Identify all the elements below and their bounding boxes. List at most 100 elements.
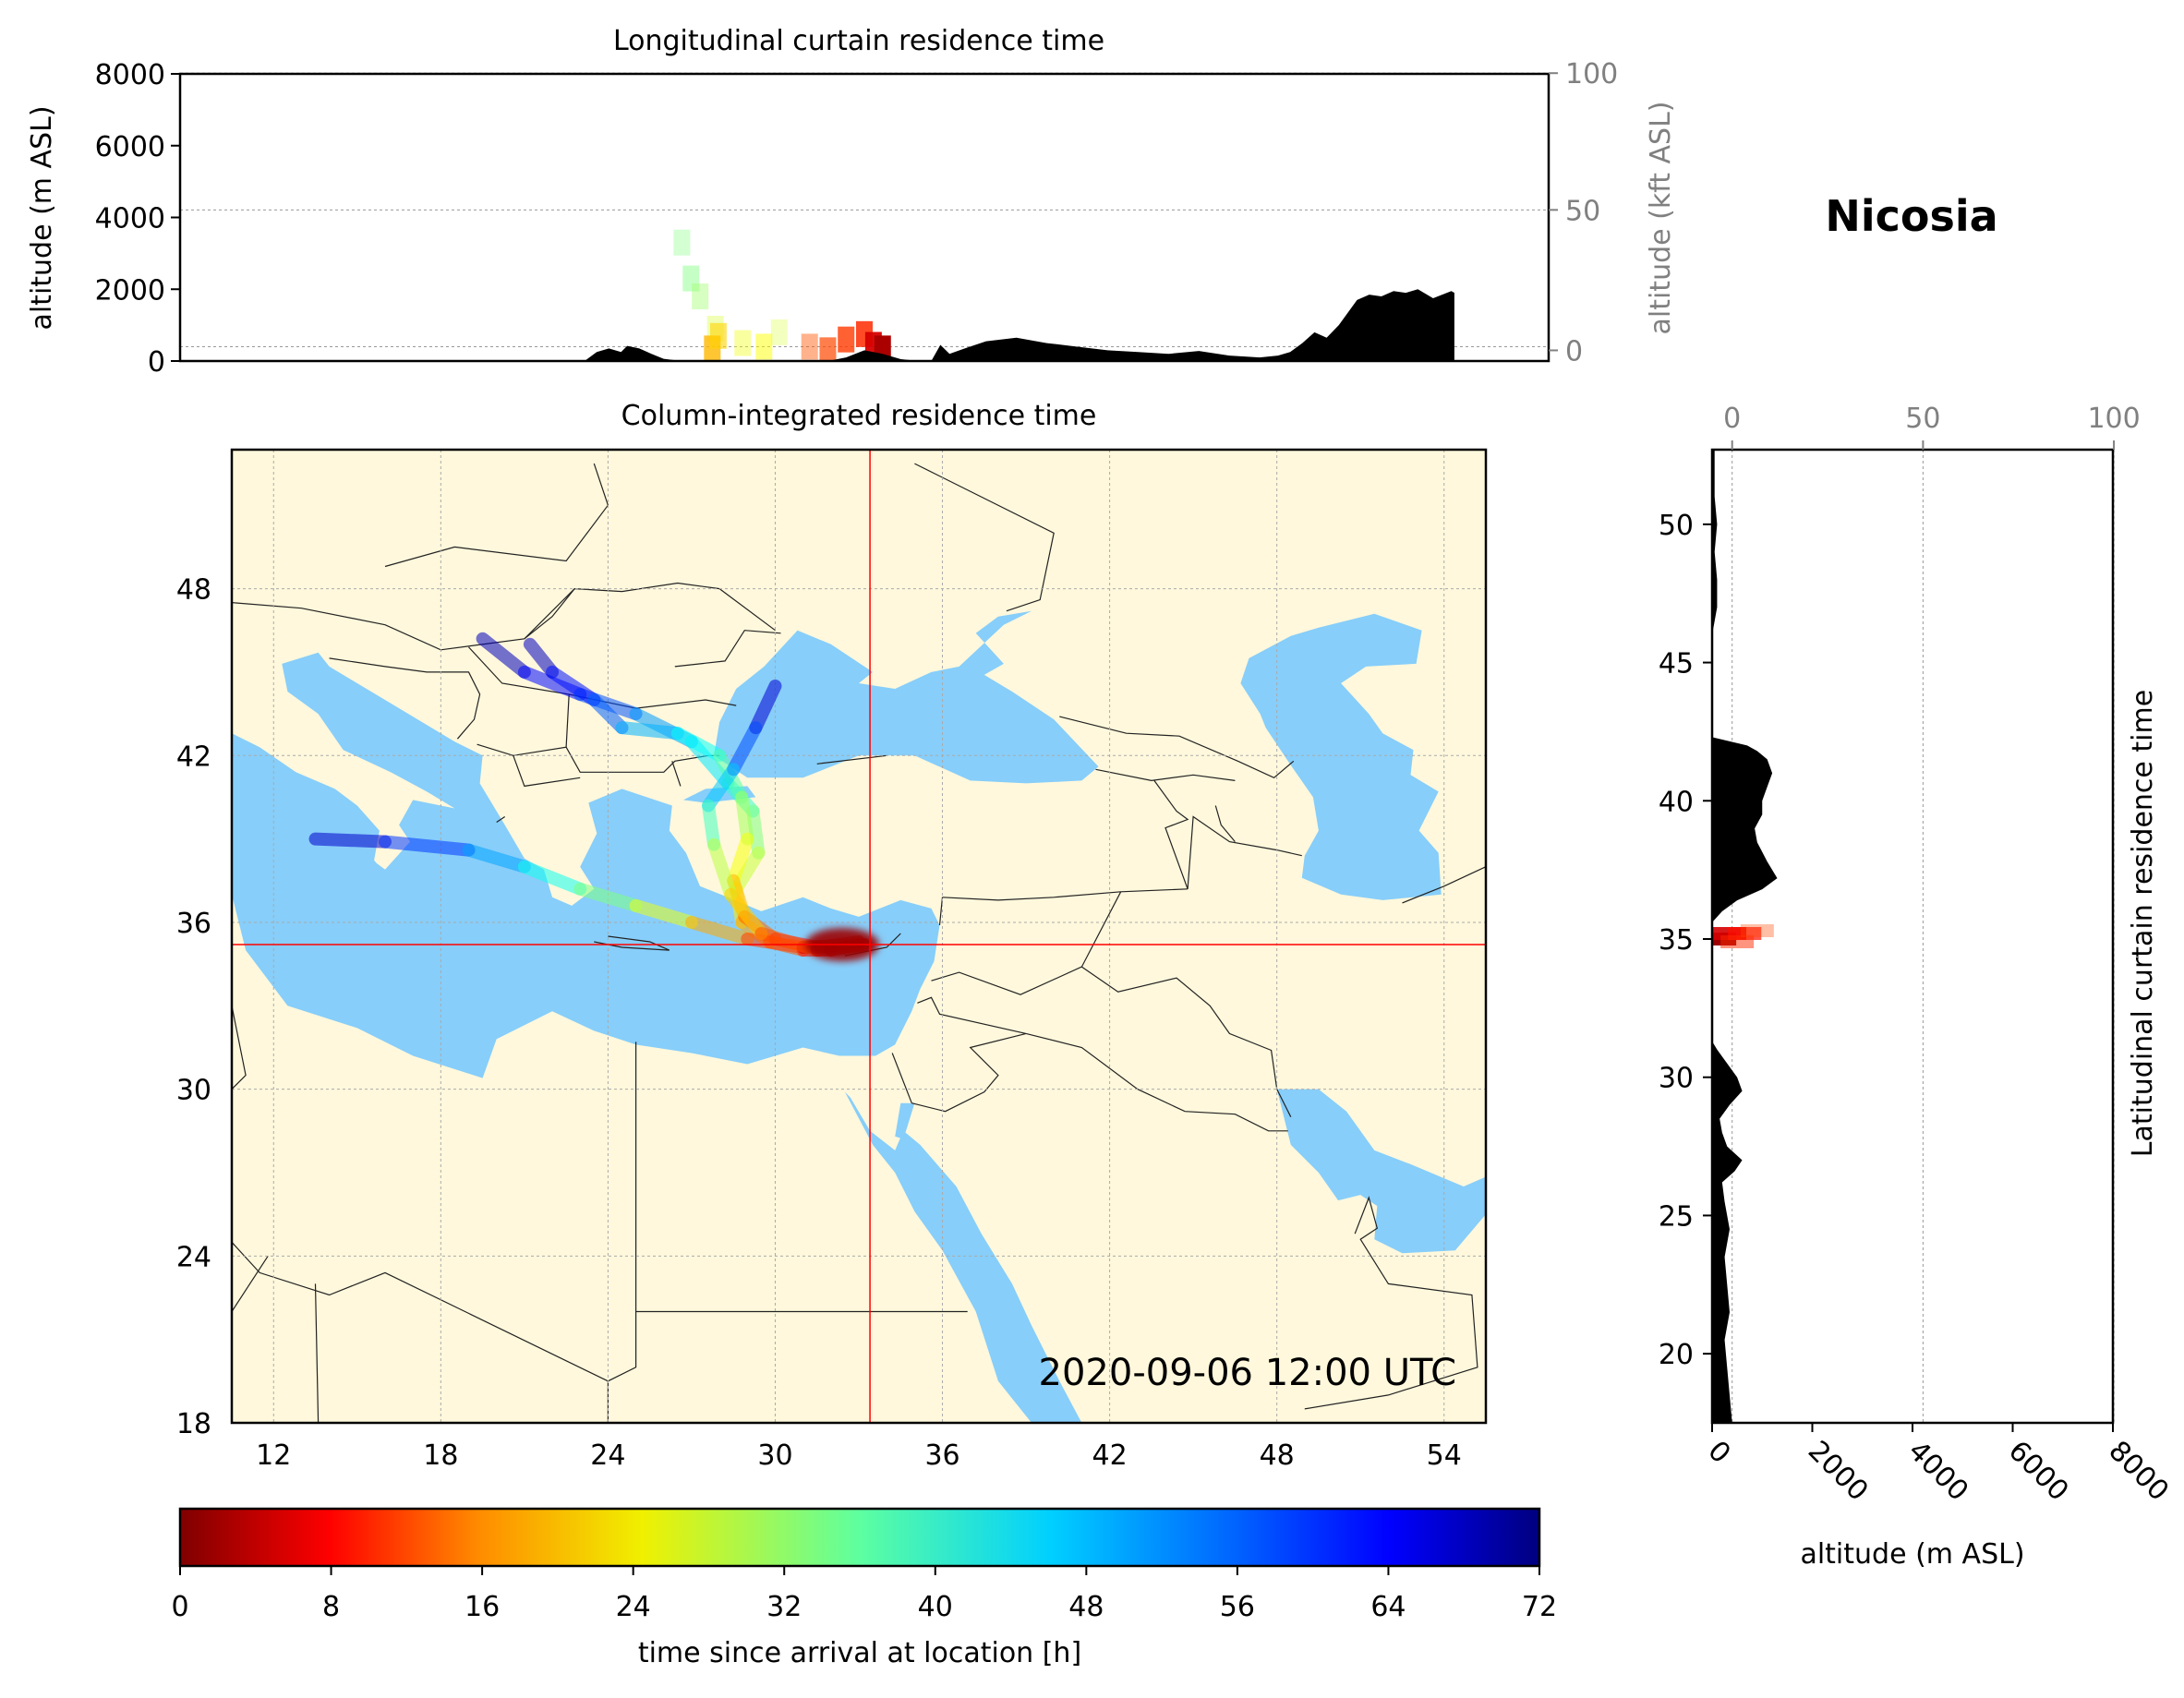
longitudinal-yticks: 0 2000 4000 6000 8000 [95, 59, 180, 379]
latitudinal-xlabel: altitude (m ASL) [1800, 1538, 2024, 1571]
map-sea [232, 610, 1486, 1423]
map-border-line [607, 1311, 637, 1423]
map-trajectory-2-segment [587, 693, 629, 735]
longitudinal-terrain [585, 289, 1454, 361]
longitudinal-residence [673, 229, 891, 361]
longitudinal-ytick-right-label: 50 [1565, 195, 1600, 227]
map-border-line [232, 1255, 269, 1312]
map-border-line [232, 1241, 609, 1382]
colorbar-tick-label: 8 [322, 1591, 340, 1623]
map-border-line [911, 996, 1027, 1113]
map-ytick-label: 42 [176, 741, 211, 773]
map-border-line [1095, 768, 1236, 782]
colorbar-tick-label: 16 [465, 1591, 500, 1623]
longitudinal-panel: Longitudinal curtain residence time 0 200… [26, 25, 1677, 379]
longitudinal-ytick-right-label: 0 [1565, 335, 1583, 367]
map-border-line [594, 935, 670, 951]
map-border-line [931, 891, 1122, 995]
map-trajectory-3-segment [573, 882, 643, 912]
longitudinal-residence-cell [819, 337, 837, 361]
map-trajectory-3-segment [517, 860, 587, 896]
map-panel: Column-integrated residence time 12 18 24 3… [176, 400, 1488, 1472]
latitudinal-ytick-label: 35 [1659, 924, 1694, 957]
map-border-line [468, 646, 570, 756]
longitudinal-ytick-label: 6000 [95, 131, 165, 163]
latitudinal-residence-cell [1740, 924, 1774, 938]
map-xtick-label: 48 [1260, 1439, 1295, 1472]
latitudinal-xtick-label: 2000 [1802, 1435, 1875, 1508]
latitudinal-ytick-label: 50 [1659, 510, 1694, 542]
map-border-line [1081, 966, 1278, 1090]
map-border-line [1025, 1032, 1288, 1132]
latitudinal-xtick-label: 4000 [1901, 1435, 1974, 1508]
colorbar-tick-label: 32 [766, 1591, 802, 1623]
map-xtick-label: 42 [1092, 1439, 1128, 1472]
latitudinal-xtick-label: 0 [1701, 1435, 1736, 1470]
latitudinal-xtick-label: 8000 [2102, 1435, 2175, 1508]
map-border-line [1304, 1196, 1478, 1410]
map-trajectory-2-segment [670, 727, 727, 763]
longitudinal-ytick-label: 8000 [95, 59, 165, 91]
latitudinal-ytick-label: 30 [1659, 1063, 1694, 1095]
map-trajectory-2-segment [735, 790, 754, 846]
latitudinal-yticks: 20 25 30 35 40 45 50 [1659, 510, 1712, 1371]
map-trajectory-2-segment [727, 832, 754, 887]
colorbar-tick-label: 64 [1370, 1591, 1406, 1623]
map-trajectory-1-segment [746, 804, 766, 860]
map-trajectory-3-segment [462, 843, 531, 873]
map-borders [232, 463, 1486, 1423]
map-title: Column-integrated residence time [621, 400, 1097, 432]
latitudinal-xtick-top-label: 50 [1905, 403, 1940, 435]
map-border-line [816, 754, 887, 765]
map-border-line [1402, 866, 1486, 904]
map-trajectory-3-segment [378, 835, 476, 857]
map-frame [230, 448, 1488, 1425]
map-xtick-label: 18 [423, 1439, 458, 1472]
latitudinal-residence [1712, 924, 1774, 948]
map-trajectory-4-segment [707, 837, 738, 901]
colorbar-tick-label: 56 [1220, 1591, 1255, 1623]
colorbar-label: time since arrival at location [h] [638, 1637, 1081, 1669]
map-trajectories [308, 632, 879, 962]
map-border-line [496, 816, 506, 823]
map-sea-gulf-of-aqaba [895, 1102, 915, 1139]
latitudinal-xticks-top: 0 50 100 [1723, 403, 2141, 450]
map-sea-red-sea [844, 1091, 1082, 1423]
map-border-line [314, 1283, 320, 1423]
map-trajectory-1-segment [476, 632, 531, 679]
map-border-line [1059, 716, 1295, 779]
map-sea-persian-gulf [1276, 1089, 1486, 1254]
longitudinal-ytick-label: 0 [148, 346, 165, 379]
longitudinal-ytick-right-label: 100 [1565, 58, 1618, 90]
latitudinal-ytick-label: 40 [1659, 786, 1694, 818]
map-border-line [938, 897, 944, 926]
map-xtick-label: 24 [590, 1439, 625, 1472]
map-trajectory-3-segment [308, 832, 392, 849]
map-border-line [1153, 780, 1189, 890]
longitudinal-ytick-label: 4000 [95, 203, 165, 235]
latitudinal-terrain [1712, 450, 1778, 1423]
map-ytick-label: 48 [176, 574, 211, 607]
colorbar-body [178, 1507, 1541, 1568]
map-trajectory-3-segment [629, 898, 698, 929]
map-xtick-label: 12 [256, 1439, 291, 1472]
longitudinal-residence-cell [709, 322, 727, 349]
longitudinal-residence-cell [838, 326, 855, 353]
colorbar-ticks: 0 8 16 24 32 40 48 56 64 72 [171, 1566, 1557, 1623]
latitudinal-ytick-label: 25 [1659, 1200, 1694, 1233]
map-xtick-label: 36 [924, 1439, 959, 1472]
map-border-line [1214, 805, 1236, 842]
latitudinal-residence-cell [1720, 934, 1755, 948]
map-border-line [232, 1006, 247, 1090]
map-trajectory-4-segment [749, 679, 782, 735]
map-crosshair [232, 450, 1486, 1423]
latitudinal-xtick-label: 6000 [2002, 1435, 2075, 1508]
latitudinal-ytick-label: 45 [1659, 648, 1694, 680]
map-border-line [384, 463, 609, 568]
map-border-line [942, 888, 1189, 901]
map-xtick-label: 30 [757, 1439, 792, 1472]
map-trajectory-4-segment [727, 721, 763, 777]
map-xtick-label: 54 [1427, 1439, 1462, 1472]
longitudinal-residence-cell [734, 330, 752, 356]
latitudinal-xticks: 0 2000 4000 6000 8000 [1701, 1423, 2175, 1508]
